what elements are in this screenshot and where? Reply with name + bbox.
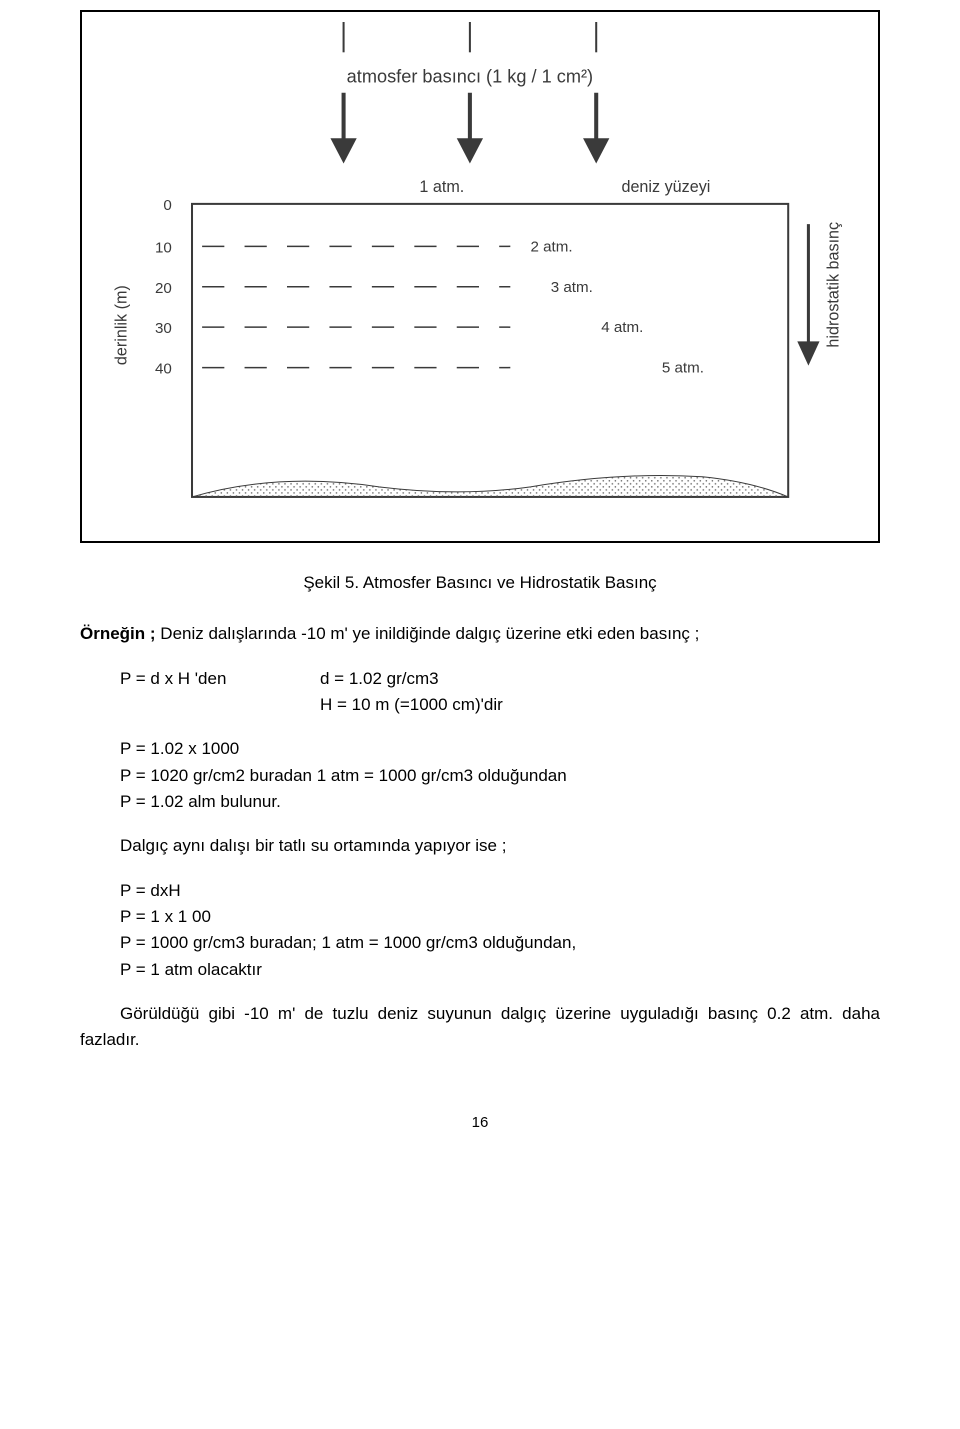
page-number: 16 xyxy=(80,1114,880,1131)
eq2-l1: P = 1.02 x 1000 xyxy=(120,736,880,762)
svg-text:20: 20 xyxy=(155,280,172,297)
example-label: Örneğin ; xyxy=(80,624,156,643)
eq1-right: d = 1.02 gr/cm3 xyxy=(320,666,439,692)
pressure-labels: 2 atm. 3 atm. 4 atm. 5 atm. xyxy=(531,238,704,376)
equation-block-3: P = dxH P = 1 x 1 00 P = 1000 gr/cm3 bur… xyxy=(120,878,880,983)
svg-text:3 atm.: 3 atm. xyxy=(551,279,593,296)
figure-container: atmosfer basıncı (1 kg / 1 cm²) 1 atm. d… xyxy=(80,10,880,543)
svg-text:40: 40 xyxy=(155,361,172,378)
eq2-l3: P = 1.02 alm bulunur. xyxy=(120,789,880,815)
y-axis-label: derinlik (m) xyxy=(112,285,130,365)
eq3-l3: P = 1000 gr/cm3 buradan; 1 atm = 1000 gr… xyxy=(120,930,880,956)
pressure-arrows xyxy=(330,93,609,164)
conclusion: Görüldüğü gibi -10 m' de tuzlu deniz suy… xyxy=(80,1001,880,1054)
eq3-l2: P = 1 x 1 00 xyxy=(120,904,880,930)
intro-paragraph: Örneğin ; Deniz dalışlarında -10 m' ye i… xyxy=(80,621,880,647)
svg-text:0: 0 xyxy=(163,197,171,214)
svg-text:2 atm.: 2 atm. xyxy=(531,238,573,255)
sea-floor xyxy=(192,475,788,496)
svg-text:10: 10 xyxy=(155,239,172,256)
mid-sentence: Dalgıç aynı dalışı bir tatlı su ortamınd… xyxy=(120,833,880,859)
figure-caption: Şekil 5. Atmosfer Basıncı ve Hidrostatik… xyxy=(80,573,880,593)
depth-axis: 0 10 20 30 40 xyxy=(155,197,172,378)
water-box xyxy=(192,204,788,497)
svg-text:4 atm.: 4 atm. xyxy=(601,319,643,336)
eq3-l1: P = dxH xyxy=(120,878,880,904)
eq1-left: P = d x H 'den xyxy=(120,666,320,692)
pressure-diagram: atmosfer basıncı (1 kg / 1 cm²) 1 atm. d… xyxy=(96,22,864,527)
atmosphere-label: atmosfer basıncı (1 kg / 1 cm²) xyxy=(347,67,593,87)
svg-text:5 atm.: 5 atm. xyxy=(662,360,704,377)
intro-text: Deniz dalışlarında -10 m' ye inildiğinde… xyxy=(156,624,700,643)
eq2-l2: P = 1020 gr/cm2 buradan 1 atm = 1000 gr/… xyxy=(120,763,880,789)
eq3-l4: P = 1 atm olacaktır xyxy=(120,957,880,983)
surface-label: deniz yüzeyi xyxy=(621,178,710,196)
eq1-right2: H = 10 m (=1000 cm)'dir xyxy=(320,692,503,718)
svg-text:30: 30 xyxy=(155,320,172,337)
depth-lines xyxy=(202,246,510,367)
equation-block-2: P = 1.02 x 1000 P = 1020 gr/cm2 buradan … xyxy=(120,736,880,815)
equation-block-1: P = d x H 'den d = 1.02 gr/cm3 H = 10 m … xyxy=(120,666,880,719)
right-axis-label: hidrostatik basınç xyxy=(825,222,843,348)
surface-1atm: 1 atm. xyxy=(419,178,464,196)
